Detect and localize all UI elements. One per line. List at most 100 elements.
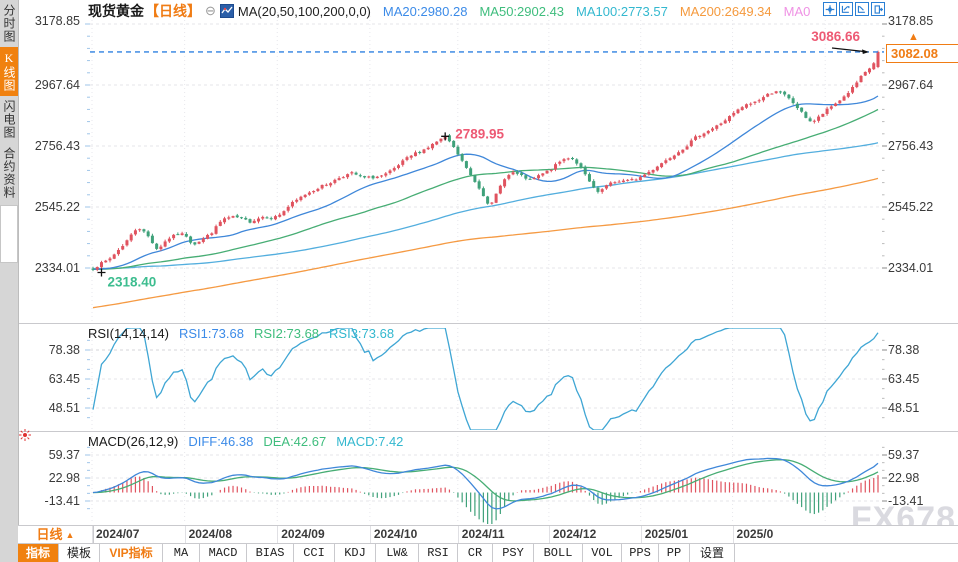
main-y-tick-label: 2334.01 bbox=[35, 261, 80, 275]
toolbar-item-cci[interactable]: CCI bbox=[294, 544, 335, 562]
shift-right-icon[interactable] bbox=[871, 2, 885, 16]
chart-type-sidebar: 分时图 K线图闪电图合约资料 bbox=[0, 0, 19, 562]
toolbar-item-macd[interactable]: MACD bbox=[200, 544, 247, 562]
rsi-y-tick-label: 48.51 bbox=[49, 401, 80, 415]
candles-group bbox=[91, 50, 880, 273]
sidebar-item-active[interactable]: K线图 bbox=[0, 47, 18, 96]
current-price-value: 3082.08 bbox=[891, 46, 938, 61]
sidebar-empty-slot bbox=[0, 205, 18, 263]
ma-value-label: MA100:2773.57 bbox=[576, 3, 668, 19]
macd-pane-header: MACD(26,12,9) DIFF:46.38 DEA:42.67 MACD:7.… bbox=[88, 434, 403, 449]
sidebar-item-tab[interactable]: 闪电图 bbox=[2, 100, 16, 139]
toolbar-item-kdj[interactable]: KDJ bbox=[335, 544, 376, 562]
toolbar-item-boll[interactable]: BOLL bbox=[534, 544, 583, 562]
sidebar-item-tab[interactable]: 分时图 bbox=[2, 4, 16, 43]
pan-crosshair-icon[interactable] bbox=[823, 2, 837, 16]
axis-ticks-group: 3178.85 3178.85 2967.64 2967.64 2756.43 2756.… bbox=[35, 14, 933, 510]
peak-price-label: 2789.95 bbox=[455, 126, 504, 141]
macd-y-tick-label: -13.41 bbox=[888, 494, 923, 508]
ma-values-row: MA20:2980.28 MA50:2902.43 MA100:2773.57 MA2… bbox=[371, 4, 810, 19]
date-label: 2024/08 bbox=[188, 527, 233, 541]
toolbar-item-ma[interactable]: MA bbox=[163, 544, 200, 562]
toolbar-item-pp[interactable]: PP bbox=[659, 544, 690, 562]
indicator-toolbar: 指标 模板 VIP指标 MA MACD BIAS CCI KDJ LW& RSI CR PSY BOLL… bbox=[18, 543, 958, 562]
date-label: 2025/01 bbox=[644, 527, 689, 541]
annotations-group: 3086.66 2789.95 2318.40 bbox=[97, 29, 869, 290]
toolbar-item-bias[interactable]: BIAS bbox=[247, 544, 294, 562]
chart-header: 现货黄金 【日线】 ⊖ MA(20,50,100,200,0,0) MA20:2… bbox=[88, 2, 810, 20]
date-label: 2024/11 bbox=[461, 527, 505, 541]
sidebar-item-tab[interactable]: 合约资料 bbox=[2, 147, 16, 199]
kline-style-icon[interactable] bbox=[219, 4, 234, 18]
toolbar-item-cr[interactable]: CR bbox=[458, 544, 493, 562]
ma-settings-label[interactable]: MA(20,50,100,200,0,0) bbox=[237, 3, 371, 19]
main-y-tick-label: 3178.85 bbox=[888, 14, 933, 28]
date-separator bbox=[732, 526, 734, 544]
gridlines-group bbox=[90, 12, 882, 524]
rsi-y-tick-label: 78.38 bbox=[888, 343, 919, 357]
toolbar-item-lw[interactable]: LW& bbox=[376, 544, 419, 562]
indicator-value-label: DEA:42.67 bbox=[263, 434, 327, 449]
zoom-x-axis-icon[interactable] bbox=[839, 2, 853, 16]
toolbar-item-[interactable]: 模板 bbox=[59, 544, 100, 562]
toolbar-item-vol[interactable]: VOL bbox=[583, 544, 622, 562]
macd-y-tick-label: 59.37 bbox=[49, 448, 80, 462]
ma20-line bbox=[93, 95, 879, 270]
toolbar-item-[interactable]: 指标 bbox=[18, 544, 59, 562]
macd-y-tick-label: -13.41 bbox=[45, 494, 80, 508]
main-y-tick-label: 2967.64 bbox=[35, 78, 80, 92]
chart-tool-icons bbox=[823, 2, 885, 16]
date-label: 2024/12 bbox=[552, 527, 597, 541]
macd-y-tick-label: 59.37 bbox=[888, 448, 919, 462]
main-y-tick-label: 2545.22 bbox=[35, 200, 80, 214]
macd-y-tick-label: 22.98 bbox=[49, 471, 80, 485]
zoom-y-axis-icon[interactable] bbox=[855, 2, 869, 16]
indicator-value-label: MACD:7.42 bbox=[336, 434, 404, 449]
indicator-value-label: RSI1:73.68 bbox=[178, 326, 244, 341]
collapse-indicator-icon[interactable]: ⊖ bbox=[205, 3, 216, 18]
toolbar-item-[interactable]: 设置 bbox=[690, 544, 735, 562]
period-selector[interactable]: 日线 ▲ bbox=[18, 526, 94, 544]
macd-hot-icon[interactable] bbox=[19, 429, 31, 441]
rsi-y-tick-label: 63.45 bbox=[49, 372, 80, 386]
toolbar-item-vip[interactable]: VIP指标 bbox=[100, 544, 163, 562]
rsi-y-tick-label: 48.51 bbox=[888, 401, 919, 415]
date-separator bbox=[548, 526, 550, 544]
ma-value-label: MA20:2980.28 bbox=[382, 3, 468, 19]
toolbar-item-psy[interactable]: PSY bbox=[493, 544, 534, 562]
session-high-label: 3086.66 bbox=[811, 29, 860, 44]
date-separator bbox=[92, 526, 93, 544]
macd-values-row: DIFF:46.38 DEA:42.67 MACD:7.42 bbox=[178, 434, 403, 449]
period-dropdown-arrow-icon: ▲ bbox=[65, 530, 75, 540]
toolbar-item-pps[interactable]: PPS bbox=[622, 544, 659, 562]
date-separator bbox=[277, 526, 279, 544]
toolbar-item-rsi[interactable]: RSI bbox=[419, 544, 458, 562]
low-price-label: 2318.40 bbox=[107, 275, 156, 290]
rsi-indicator-label[interactable]: RSI(14,14,14) bbox=[88, 326, 169, 341]
date-separator bbox=[369, 526, 371, 544]
ma-value-label: MA50:2902.43 bbox=[479, 3, 565, 19]
date-label: 2024/07 bbox=[96, 527, 140, 541]
date-label: 2025/0 bbox=[736, 527, 774, 541]
time-axis-row: 日线 ▲ 2024/07 2024/08 2024/09 2024/10 2024/11 2… bbox=[18, 525, 958, 544]
macd-y-tick-label: 22.98 bbox=[888, 471, 919, 485]
main-y-tick-label: 3178.85 bbox=[35, 14, 80, 28]
indicator-value-label: DIFF:46.38 bbox=[188, 434, 254, 449]
macd-indicator-label[interactable]: MACD(26,12,9) bbox=[88, 434, 179, 449]
date-label: 2024/09 bbox=[281, 527, 325, 541]
ma50-line bbox=[93, 108, 879, 271]
ma200-line bbox=[92, 177, 879, 309]
date-separator bbox=[457, 526, 459, 544]
main-y-tick-label: 2756.43 bbox=[35, 139, 80, 153]
period-tag[interactable]: 【日线】 bbox=[145, 3, 201, 19]
date-label: 2024/10 bbox=[373, 527, 418, 541]
rsi-y-tick-label: 78.38 bbox=[49, 343, 80, 357]
current-price-box: 3082.08 bbox=[886, 44, 958, 63]
ma-value-label: MA0 bbox=[783, 3, 811, 19]
indicator-value-label: RSI2:73.68 bbox=[253, 326, 320, 341]
price-up-arrow-icon: ▲ bbox=[908, 31, 919, 43]
rsi-pane-header: RSI(14,14,14) RSI1:73.68 RSI2:73.68 RSI3:7… bbox=[88, 326, 394, 341]
instrument-title: 现货黄金 bbox=[88, 3, 144, 19]
